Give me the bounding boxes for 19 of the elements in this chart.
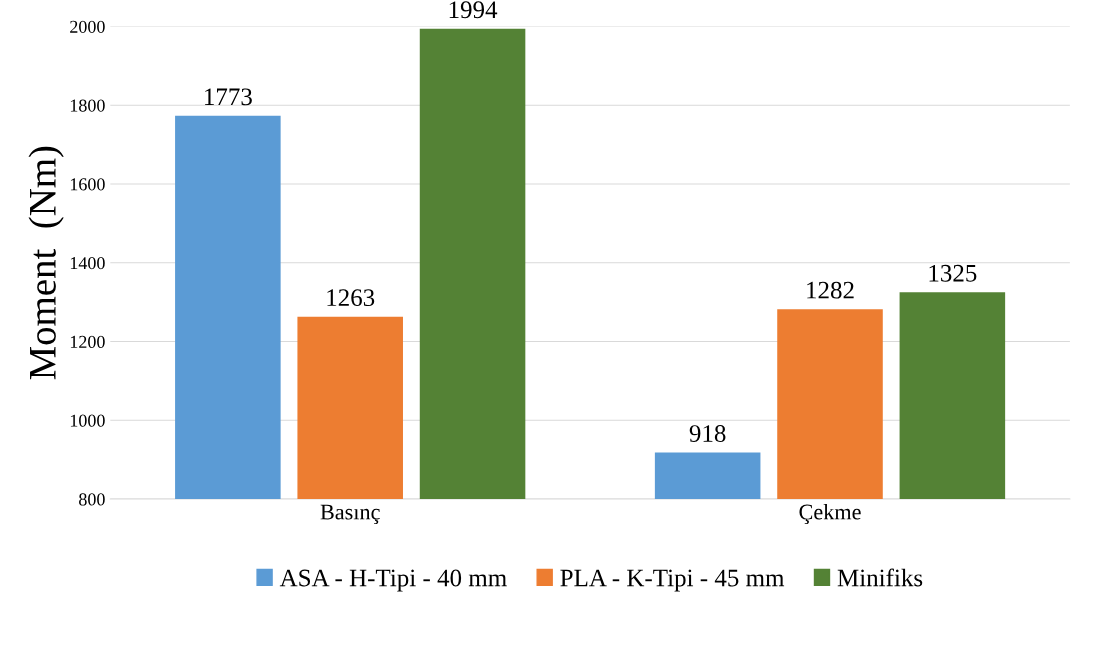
y-tick-label: 2000	[70, 20, 105, 33]
data-label: 918	[689, 425, 726, 442]
data-label: 1282	[807, 281, 854, 299]
y-tick-label: 800	[79, 493, 105, 506]
legend-label: PLA - K-Tipi - 45 mm	[560, 569, 785, 592]
y-tick-label: 1000	[70, 414, 105, 427]
legend-label: ASA - H-Tipi - 40 mm	[279, 569, 507, 592]
data-label: 1994	[449, 1, 498, 19]
data-label: 1773	[205, 88, 252, 106]
data-label: 1325	[929, 264, 977, 282]
y-tick-label: 1200	[70, 335, 105, 348]
x-tick-label: Çekme	[799, 503, 861, 525]
y-tick-label: 1600	[70, 178, 105, 191]
y-axis-title: Moment (Nm)	[28, 146, 64, 380]
y-tick-label: 1800	[70, 99, 105, 112]
legend-label: Minifiks	[837, 568, 923, 587]
data-label: 1263	[327, 289, 375, 307]
x-tick-label: Basınç	[320, 504, 380, 525]
y-tick-label: 1400	[70, 257, 105, 270]
